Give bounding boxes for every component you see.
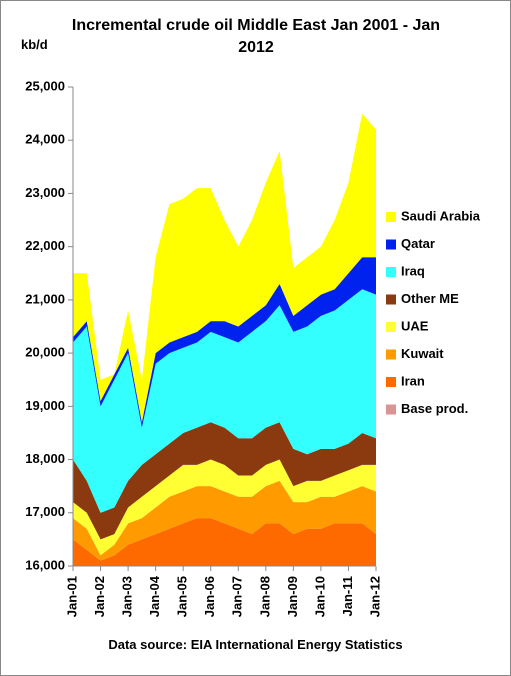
x-tick-label: Jan-07	[230, 576, 245, 617]
legend-swatch	[386, 212, 396, 222]
area-0	[73, 571, 376, 616]
legend-label: UAE	[401, 318, 429, 333]
legend-label: Saudi Arabia	[401, 208, 481, 223]
area-7	[73, 113, 376, 423]
legend-label: Iraq	[401, 263, 425, 278]
y-axis-label: kb/d	[21, 37, 48, 52]
y-tick-label: 23,000	[25, 185, 65, 200]
legend-swatch	[386, 267, 396, 277]
legend-swatch	[386, 377, 396, 387]
x-tick-label: Jan-09	[285, 576, 300, 617]
legend-swatch	[386, 322, 396, 332]
x-tick-label: Jan-08	[257, 576, 272, 617]
y-tick-label: 21,000	[25, 291, 65, 306]
y-tick-label: 19,000	[25, 398, 65, 413]
legend-label: Kuwait	[401, 346, 444, 361]
x-tick-label: Jan-11	[340, 576, 355, 616]
legend-label: Base prod.	[401, 401, 468, 416]
legend-label: Other ME	[401, 291, 459, 306]
y-tick-label: 16,000	[25, 557, 65, 572]
legend-label: Qatar	[401, 236, 435, 251]
legend-swatch	[386, 294, 396, 305]
x-tick-label: Jan-04	[147, 575, 162, 617]
x-tick-label: Jan-02	[92, 576, 107, 617]
y-tick-label: 24,000	[25, 132, 65, 147]
x-tick-label: Jan-03	[120, 576, 135, 617]
plot-area	[73, 113, 376, 616]
source-note: Data source: EIA International Energy St…	[108, 637, 403, 652]
x-tick-label: Jan-10	[312, 576, 327, 617]
y-tick-label: 20,000	[25, 345, 65, 360]
y-tick-label: 17,000	[25, 504, 65, 519]
y-tick-label: 22,000	[25, 238, 65, 253]
area-5	[73, 289, 376, 513]
legend-swatch	[386, 239, 396, 250]
x-tick-label: Jan-05	[175, 576, 190, 617]
chart-title: Incremental crude oil Middle East Jan 20…	[71, 17, 441, 56]
y-tick-label: 18,000	[25, 451, 65, 466]
area-2	[73, 480, 376, 561]
area-4	[73, 422, 376, 540]
x-tick-label: Jan-01	[64, 576, 79, 617]
legend-swatch	[386, 404, 396, 415]
x-tick-label: Jan-12	[367, 576, 382, 617]
y-tick-label: 25,000	[25, 78, 65, 93]
area-1	[73, 518, 376, 566]
legend-label: Iran	[401, 373, 425, 388]
x-tick-label: Jan-06	[202, 576, 217, 617]
legend-swatch	[386, 349, 396, 360]
